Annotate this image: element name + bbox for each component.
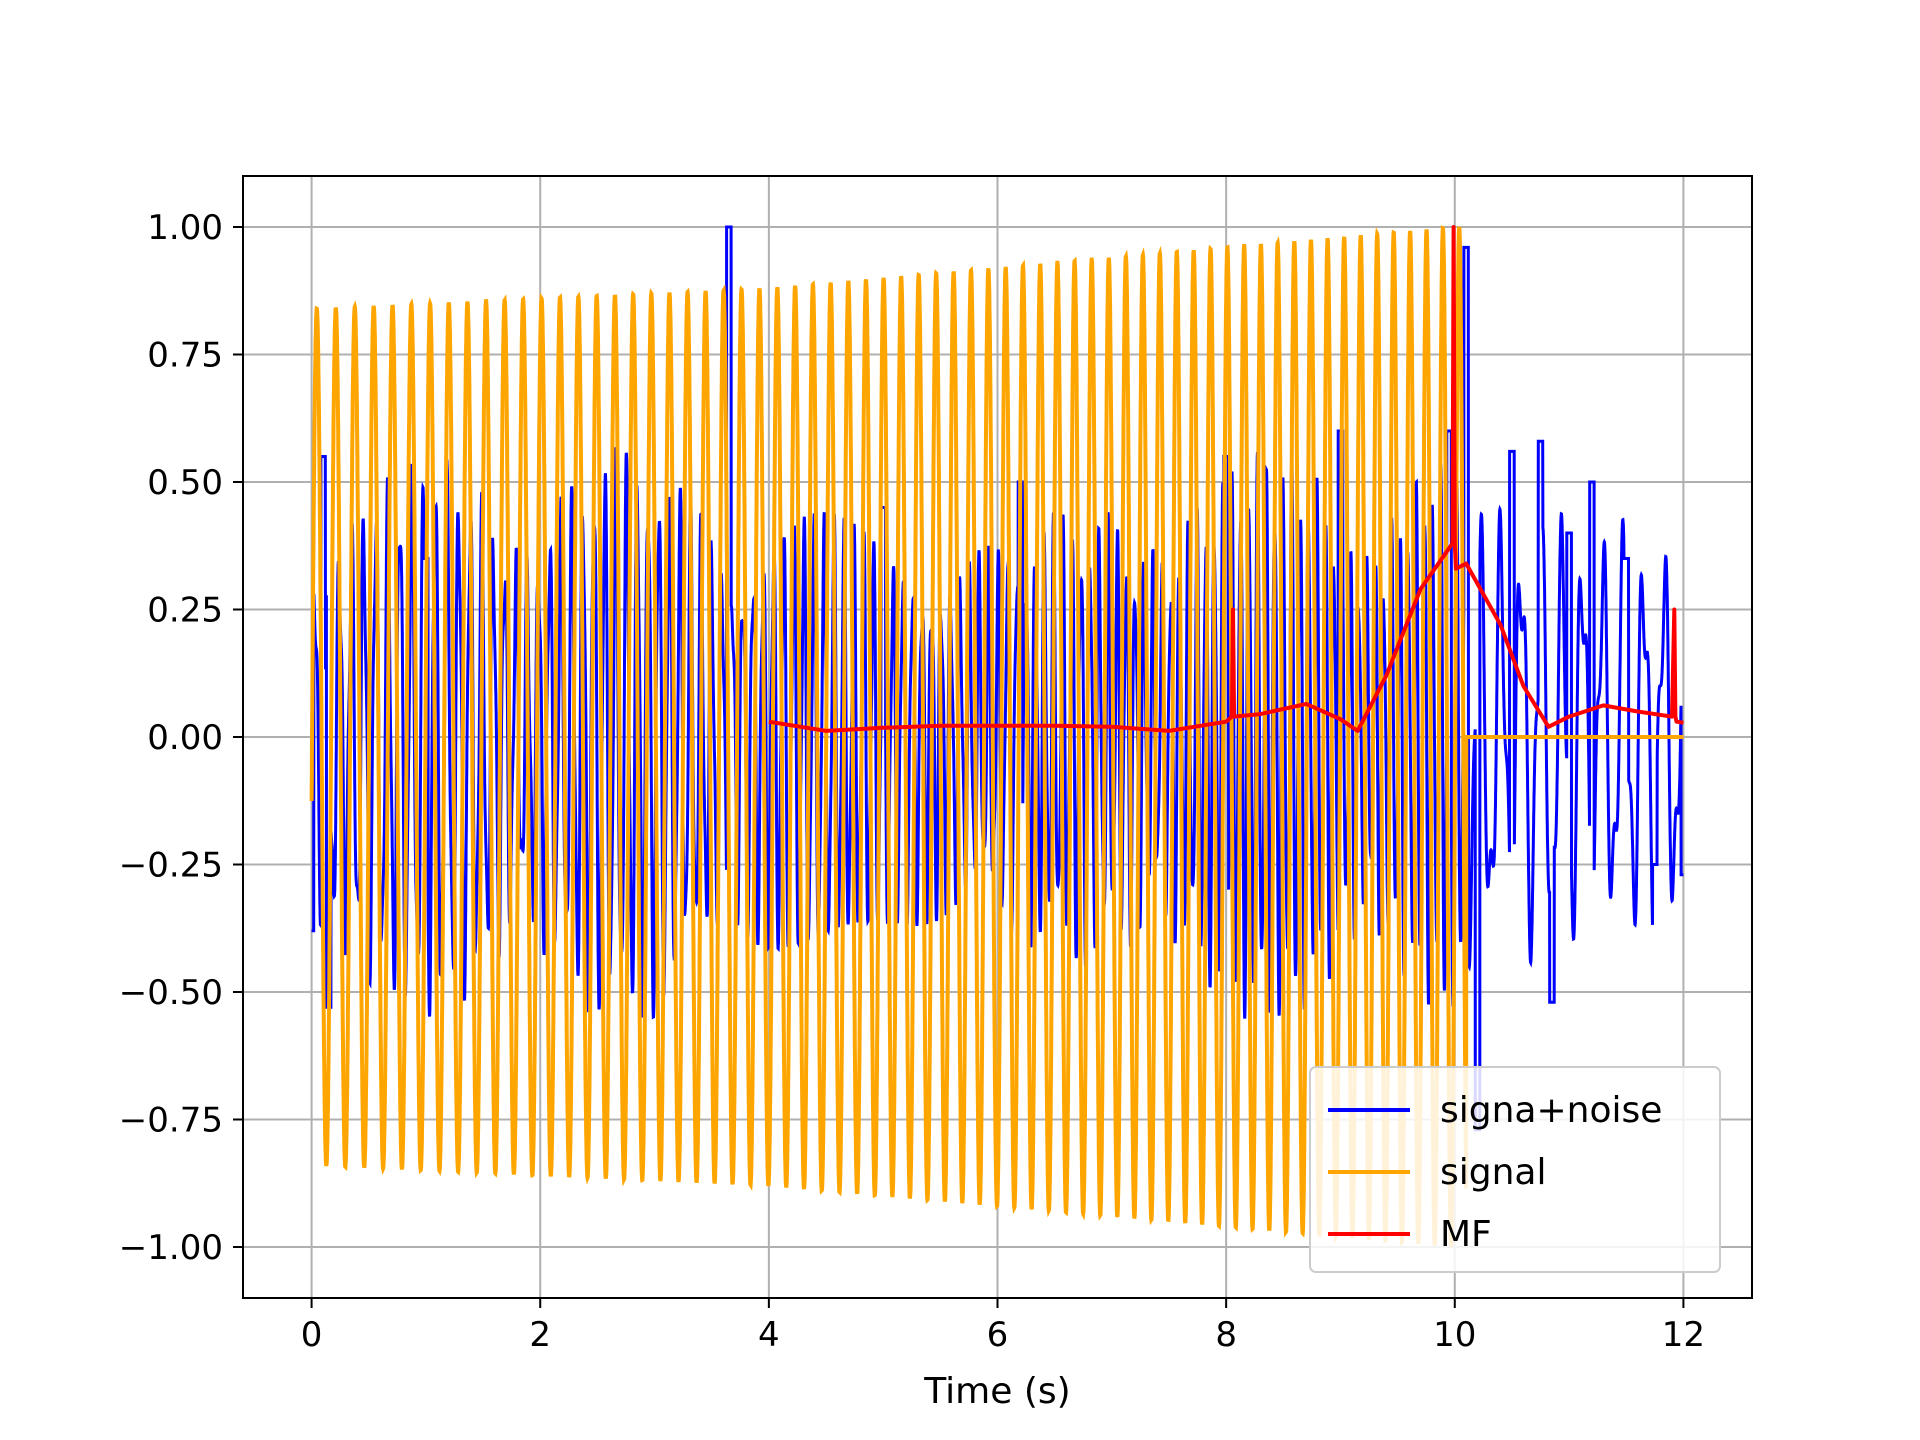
ticks: 0 2 4 6 8 10 12 1.00 0.75 0.50 0.25 0.00 −0.25 −0.50 −… (119, 208, 1705, 1355)
x-tick-label: 4 (758, 1315, 780, 1355)
legend-label: MF (1440, 1214, 1492, 1255)
x-tick-label: 0 (301, 1315, 323, 1355)
y-tick-label: 0.25 (147, 591, 223, 631)
y-tick-label: 0.50 (147, 463, 223, 503)
series-layer (309, 225, 1684, 1247)
x-tick-label: 6 (987, 1315, 1009, 1355)
y-tick-label: 1.00 (147, 208, 223, 248)
legend-label: signa+noise (1440, 1090, 1662, 1131)
y-tick-label: −0.25 (119, 846, 223, 886)
x-tick-label: 8 (1215, 1315, 1237, 1355)
y-tick-label: −0.75 (119, 1101, 223, 1141)
series-mf-line (768, 225, 1684, 733)
x-tick-label: 10 (1433, 1315, 1476, 1355)
y-tick-label: −1.00 (119, 1228, 223, 1268)
x-axis-label: Time (s) (923, 1371, 1070, 1412)
y-tick-label: 0.00 (147, 718, 223, 758)
x-tick-label: 2 (529, 1315, 551, 1355)
legend: signa+noise signal MF (1309, 1066, 1721, 1273)
x-tick-label: 12 (1662, 1315, 1705, 1355)
series-signal-line (309, 225, 1684, 1247)
legend-frame (1309, 1066, 1721, 1273)
legend-label: signal (1440, 1152, 1547, 1193)
y-tick-label: 0.75 (147, 336, 223, 376)
y-tick-label: −0.50 (119, 973, 223, 1013)
